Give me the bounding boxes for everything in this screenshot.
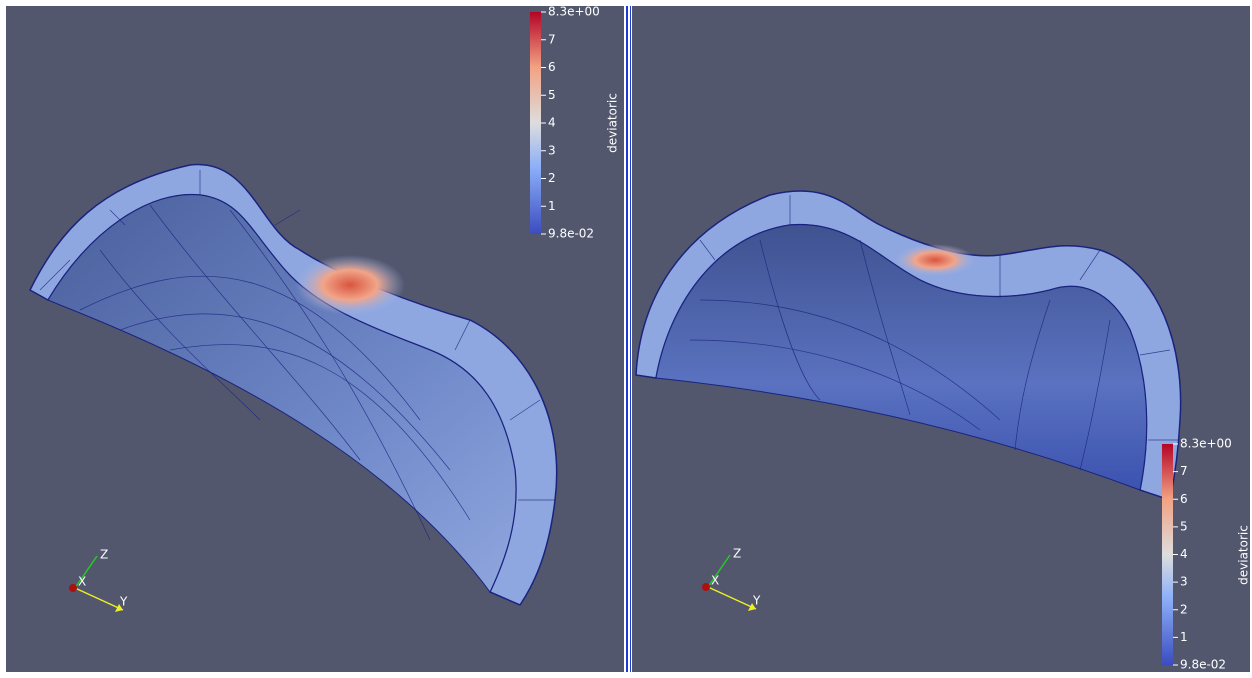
x-axis (69, 584, 77, 592)
y-label: Y (119, 595, 128, 609)
tick-label: 8.3e+00 (1180, 437, 1232, 451)
tick-label: 6 (548, 60, 556, 74)
paraview-window: 8.3e+0076543219.8e-02deviatoric ZXY 8.3e… (0, 0, 1252, 674)
view-divider (630, 6, 631, 672)
x-label: X (78, 575, 86, 589)
tick-label: 7 (548, 32, 556, 46)
tick-label: 5 (1180, 519, 1188, 533)
tick-label: 4 (1180, 547, 1188, 561)
tick-label: 6 (1180, 492, 1188, 506)
tick-label: 7 (1180, 464, 1188, 478)
tick-label: 9.8e-02 (1180, 658, 1226, 672)
x-axis (702, 583, 710, 591)
color-bar (530, 12, 541, 234)
color-bar (1162, 444, 1173, 665)
tick-label: 2 (548, 171, 556, 185)
tick-label: 4 (548, 116, 556, 130)
legend-title: deviatoric (606, 93, 620, 153)
tick-label: 3 (548, 143, 556, 157)
z-label: Z (100, 548, 108, 562)
tick-label: 1 (1180, 630, 1188, 644)
y-label: Y (752, 594, 761, 608)
tick-label: 2 (1180, 602, 1188, 616)
tick-label: 9.8e-02 (548, 227, 594, 241)
tick-label: 8.3e+00 (548, 5, 600, 19)
legend-title: deviatoric (1237, 525, 1251, 585)
tick-label: 3 (1180, 575, 1188, 589)
tick-label: 5 (548, 88, 556, 102)
tick-label: 1 (548, 199, 556, 213)
z-label: Z (733, 547, 741, 561)
view-divider (626, 6, 628, 672)
x-label: X (711, 574, 719, 588)
